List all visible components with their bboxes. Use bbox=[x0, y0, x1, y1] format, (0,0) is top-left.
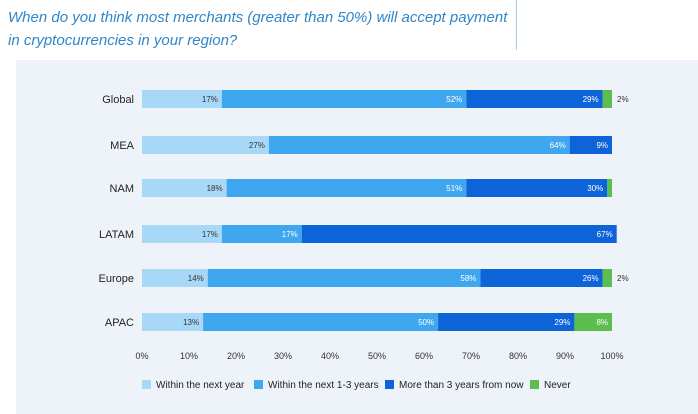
bar-segment bbox=[301, 225, 617, 243]
bar-segment bbox=[142, 179, 227, 197]
data-label: 58% bbox=[460, 274, 476, 283]
bar-segment bbox=[203, 313, 439, 331]
data-label: 8% bbox=[596, 318, 608, 327]
bar-segment bbox=[142, 313, 204, 331]
category-label: Europe bbox=[99, 273, 134, 285]
data-label: 2% bbox=[617, 95, 629, 104]
legend-swatch bbox=[530, 380, 539, 389]
bar-segment bbox=[142, 225, 222, 243]
data-label: 64% bbox=[550, 141, 566, 150]
category-label: LATAM bbox=[99, 229, 134, 241]
bar-segment bbox=[142, 136, 269, 154]
legend-label: Never bbox=[544, 380, 571, 391]
data-label: 17% bbox=[282, 230, 298, 239]
bar-segment bbox=[569, 136, 612, 154]
bar-segment bbox=[207, 269, 481, 287]
bar-segment bbox=[602, 90, 612, 108]
data-label: 52% bbox=[446, 95, 462, 104]
legend-label: Within the next 1-3 years bbox=[268, 380, 379, 391]
x-tick-label: 60% bbox=[415, 351, 433, 361]
x-tick-label: 80% bbox=[509, 351, 527, 361]
data-label: 9% bbox=[596, 141, 608, 150]
data-label: 13% bbox=[183, 318, 199, 327]
category-label: Global bbox=[102, 94, 134, 106]
data-label: 2% bbox=[617, 274, 629, 283]
x-tick-label: 0% bbox=[135, 351, 148, 361]
legend-label: Within the next year bbox=[156, 380, 245, 391]
bar-segment bbox=[466, 179, 608, 197]
bar-segment bbox=[142, 269, 208, 287]
header-divider bbox=[516, 0, 517, 50]
bar-segment bbox=[221, 90, 467, 108]
data-label: 27% bbox=[249, 141, 265, 150]
data-label: 51% bbox=[446, 184, 462, 193]
data-label: 14% bbox=[188, 274, 204, 283]
x-tick-label: 50% bbox=[368, 351, 386, 361]
x-tick-label: 10% bbox=[180, 351, 198, 361]
x-tick-label: 100% bbox=[600, 351, 623, 361]
bar-segment bbox=[480, 269, 603, 287]
bar-segment bbox=[268, 136, 570, 154]
bar-segment bbox=[142, 90, 222, 108]
legend-label: More than 3 years from now bbox=[399, 380, 524, 391]
data-label: 29% bbox=[554, 318, 570, 327]
bar-segment bbox=[607, 179, 612, 197]
data-label: 50% bbox=[418, 318, 434, 327]
data-label: 30% bbox=[587, 184, 603, 193]
data-label: 17% bbox=[202, 95, 218, 104]
data-label: 29% bbox=[583, 95, 599, 104]
x-tick-label: 70% bbox=[462, 351, 480, 361]
category-label: NAM bbox=[110, 183, 134, 195]
data-label: 17% bbox=[202, 230, 218, 239]
legend-swatch bbox=[254, 380, 263, 389]
bar-segment bbox=[602, 269, 612, 287]
bar-segment bbox=[226, 179, 467, 197]
x-tick-label: 30% bbox=[274, 351, 292, 361]
legend-swatch bbox=[142, 380, 151, 389]
category-label: MEA bbox=[110, 140, 135, 152]
data-label: 26% bbox=[583, 274, 599, 283]
x-tick-label: 20% bbox=[227, 351, 245, 361]
bar-segment bbox=[574, 313, 612, 331]
data-label: 67% bbox=[597, 230, 613, 239]
bar-segment bbox=[438, 313, 575, 331]
bar-segment bbox=[221, 225, 302, 243]
x-tick-label: 40% bbox=[321, 351, 339, 361]
bar-segment bbox=[466, 90, 603, 108]
data-label: 18% bbox=[207, 184, 223, 193]
survey-question: When do you think most merchants (greate… bbox=[8, 9, 508, 49]
x-tick-label: 90% bbox=[556, 351, 574, 361]
legend-swatch bbox=[385, 380, 394, 389]
category-label: APAC bbox=[105, 317, 134, 329]
